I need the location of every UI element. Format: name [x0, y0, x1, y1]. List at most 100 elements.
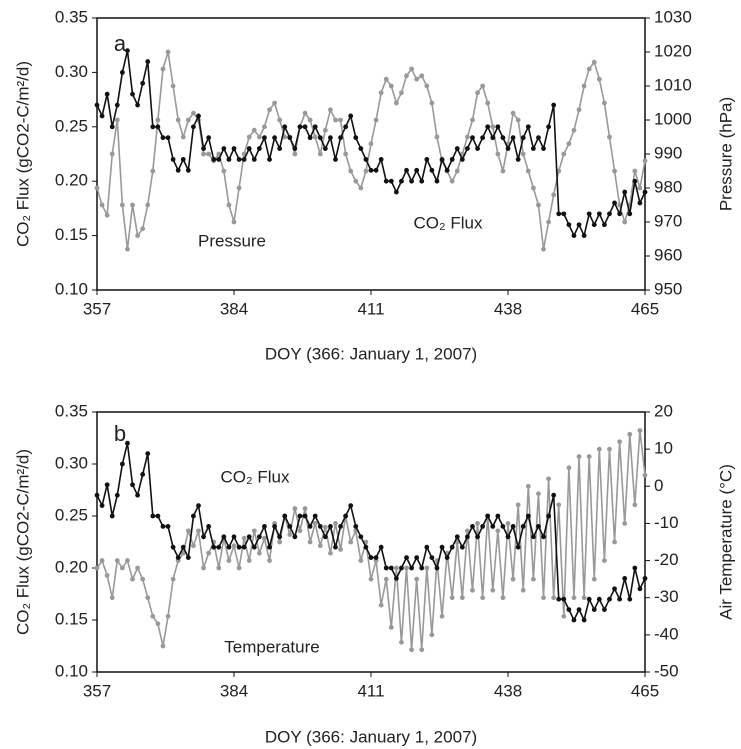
data-point: [155, 621, 161, 627]
data-point: [515, 544, 521, 550]
data-point: [292, 534, 298, 540]
x-tick-label: 411: [357, 299, 384, 318]
data-point: [256, 134, 262, 140]
data-point: [607, 446, 612, 452]
data-point: [358, 146, 364, 151]
data-point: [201, 534, 206, 540]
data-point: [424, 157, 430, 162]
data-point: [150, 168, 156, 174]
data-point: [383, 76, 389, 82]
data-point: [515, 502, 521, 508]
data-point: [170, 83, 176, 89]
data-point: [267, 558, 272, 563]
data-point: [114, 558, 120, 563]
data-point: [541, 146, 546, 151]
data-point: [333, 544, 338, 550]
data-point: [622, 219, 628, 225]
y2-tick-label: 1000: [654, 109, 692, 128]
data-point: [480, 83, 486, 89]
data-point: [206, 151, 212, 157]
data-point: [348, 539, 354, 545]
data-point: [256, 146, 262, 151]
data-point: [495, 513, 501, 519]
data-point: [109, 595, 115, 601]
data-point: [510, 524, 516, 529]
data-point: [475, 534, 480, 540]
data-point: [541, 534, 546, 540]
data-point: [571, 127, 577, 133]
data-point: [419, 178, 425, 184]
data-point: [236, 565, 242, 571]
series-label: Temperature: [224, 637, 319, 656]
data-point: [216, 157, 222, 162]
data-point: [520, 587, 526, 593]
y2-tick-label: 1030: [654, 7, 692, 26]
data-point: [627, 211, 633, 217]
data-point: [632, 168, 638, 174]
data-point: [109, 151, 115, 157]
y2-tick-label: -30: [654, 587, 679, 606]
data-point: [211, 157, 217, 162]
data-point: [470, 524, 475, 529]
data-point: [541, 246, 546, 252]
data-point: [414, 555, 420, 560]
data-point: [393, 565, 399, 571]
data-point: [272, 135, 277, 141]
data-point: [175, 167, 181, 173]
data-point: [267, 157, 272, 162]
y2-tick-label: 10: [654, 439, 673, 458]
data-point: [322, 534, 328, 540]
data-point: [206, 524, 212, 529]
data-point: [277, 539, 283, 545]
data-point: [399, 90, 404, 96]
data-point: [155, 117, 161, 123]
y2-tick-label: 1010: [654, 75, 692, 94]
data-point: [125, 558, 130, 563]
data-point: [348, 503, 354, 508]
data-point: [130, 91, 135, 97]
x-tick-label: 465: [631, 681, 659, 700]
data-point: [251, 544, 257, 550]
data-point: [262, 524, 267, 529]
data-point: [388, 625, 394, 630]
data-point: [185, 555, 191, 560]
data-point: [561, 596, 567, 602]
data-point: [591, 607, 597, 612]
data-point: [470, 135, 475, 141]
data-point: [530, 576, 536, 582]
data-point: [206, 135, 212, 141]
data-point: [119, 202, 125, 208]
y-tick-label: 0.10: [55, 661, 88, 680]
data-point: [449, 157, 455, 162]
data-point: [500, 135, 506, 141]
data-point: [530, 185, 536, 191]
data-point: [292, 151, 298, 157]
data-point: [454, 168, 460, 174]
data-point: [525, 168, 531, 174]
data-point: [404, 167, 409, 173]
data-point: [196, 503, 201, 508]
data-point: [135, 233, 140, 239]
data-point: [256, 534, 262, 540]
data-point: [343, 513, 349, 519]
data-point: [160, 643, 166, 649]
y-tick-label: 0.20: [55, 557, 88, 576]
data-point: [297, 528, 303, 534]
x-tick-label: 438: [494, 299, 522, 318]
data-point: [414, 576, 420, 582]
series-line: [96, 51, 646, 250]
data-point: [241, 544, 247, 550]
data-point: [94, 185, 100, 191]
data-point: [262, 135, 267, 141]
data-point: [272, 524, 277, 529]
data-point: [500, 524, 506, 529]
data-point: [530, 146, 536, 151]
data-point: [399, 639, 404, 645]
data-point: [556, 502, 562, 508]
data-point: [632, 178, 638, 184]
data-point: [180, 157, 186, 162]
x-tick-label: 465: [631, 299, 659, 318]
data-point: [165, 613, 171, 619]
data-point: [140, 226, 146, 232]
